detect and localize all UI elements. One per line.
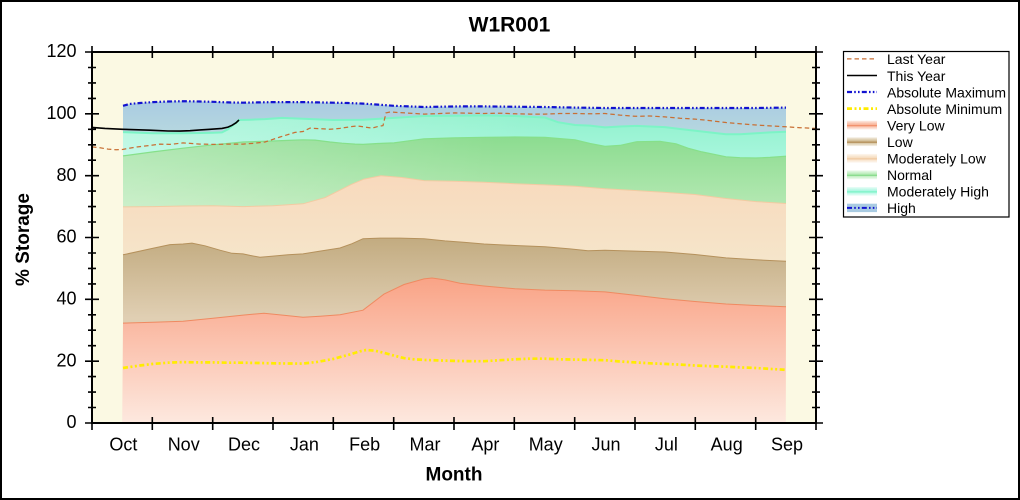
svg-text:Moderately High: Moderately High xyxy=(887,184,989,200)
svg-text:Dec: Dec xyxy=(228,435,260,455)
svg-text:Jun: Jun xyxy=(591,435,620,455)
svg-text:May: May xyxy=(529,435,563,455)
svg-text:W1R001: W1R001 xyxy=(469,14,551,37)
svg-text:Feb: Feb xyxy=(349,435,380,455)
svg-text:Jul: Jul xyxy=(655,435,678,455)
svg-text:Mar: Mar xyxy=(410,435,441,455)
svg-text:% Storage: % Storage xyxy=(13,193,34,286)
svg-text:Low: Low xyxy=(887,134,914,150)
svg-text:100: 100 xyxy=(46,103,76,123)
svg-text:Moderately Low: Moderately Low xyxy=(887,151,987,167)
svg-text:Last Year: Last Year xyxy=(887,51,946,67)
svg-text:80: 80 xyxy=(56,165,76,185)
svg-text:0: 0 xyxy=(66,412,76,432)
svg-text:Jan: Jan xyxy=(290,435,319,455)
svg-text:Sep: Sep xyxy=(771,435,803,455)
svg-text:60: 60 xyxy=(56,227,76,247)
svg-text:20: 20 xyxy=(56,350,76,370)
svg-text:Absolute Minimum: Absolute Minimum xyxy=(887,101,1002,117)
svg-text:High: High xyxy=(887,200,916,216)
svg-text:Very Low: Very Low xyxy=(887,117,945,133)
svg-text:Absolute Maximum: Absolute Maximum xyxy=(887,84,1006,100)
svg-text:40: 40 xyxy=(56,289,76,309)
svg-text:Nov: Nov xyxy=(168,435,200,455)
svg-text:Aug: Aug xyxy=(711,435,743,455)
svg-text:This Year: This Year xyxy=(887,68,946,84)
svg-text:Apr: Apr xyxy=(471,435,499,455)
svg-text:120: 120 xyxy=(46,41,76,61)
svg-text:Normal: Normal xyxy=(887,167,932,183)
svg-text:Month: Month xyxy=(426,464,483,485)
svg-text:Oct: Oct xyxy=(109,435,137,455)
